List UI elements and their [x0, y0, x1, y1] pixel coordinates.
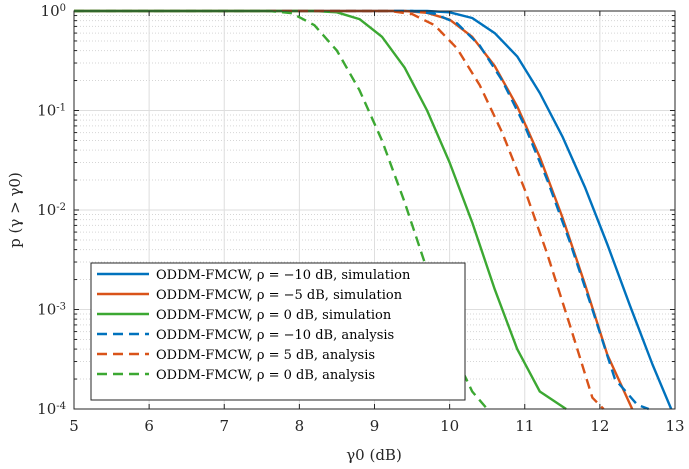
y-tick-label: 100 [41, 2, 66, 20]
x-axis-label: γ0 (dB) [346, 446, 402, 464]
y-tick-labels: 100 10-1 10-2 10-3 10-4 [37, 2, 66, 418]
x-tick-label: 9 [370, 417, 380, 435]
legend-label: ODDM-FMCW, ρ = −5 dB, simulation [156, 288, 403, 303]
legend: ODDM-FMCW, ρ = −10 dB, simulation ODDM-F… [90, 262, 466, 401]
y-tick-label: 10-4 [37, 400, 66, 418]
y-tick-label: 10-1 [37, 102, 66, 120]
x-tick-labels: 5 6 7 8 9 10 11 12 13 [69, 417, 684, 435]
axis-ticks [73, 10, 676, 410]
legend-label: ODDM-FMCW, ρ = 5 dB, analysis [156, 348, 375, 363]
x-tick-label: 6 [144, 417, 154, 435]
legend-label: ODDM-FMCW, ρ = −10 dB, simulation [156, 268, 411, 283]
series-line [74, 9, 650, 411]
series-line [74, 9, 605, 410]
x-tick-label: 10 [440, 417, 459, 435]
x-tick-label: 8 [295, 417, 305, 435]
legend-label: ODDM-FMCW, ρ = 0 dB, simulation [156, 308, 392, 323]
legend-label: ODDM-FMCW, ρ = −10 dB, analysis [156, 328, 394, 343]
x-tick-label: 7 [219, 417, 229, 435]
y-tick-label: 10-2 [37, 201, 66, 219]
x-tick-label: 11 [515, 417, 534, 435]
y-axis-label: p (γ > γ0) [6, 172, 24, 248]
x-tick-label: 5 [69, 417, 79, 435]
legend-label: ODDM-FMCW, ρ = 0 dB, analysis [156, 368, 375, 383]
legend-box [90, 262, 466, 401]
x-tick-label: 12 [590, 417, 609, 435]
x-tick-label: 13 [665, 417, 684, 435]
series-line [74, 9, 567, 410]
y-tick-label: 10-3 [37, 301, 66, 319]
